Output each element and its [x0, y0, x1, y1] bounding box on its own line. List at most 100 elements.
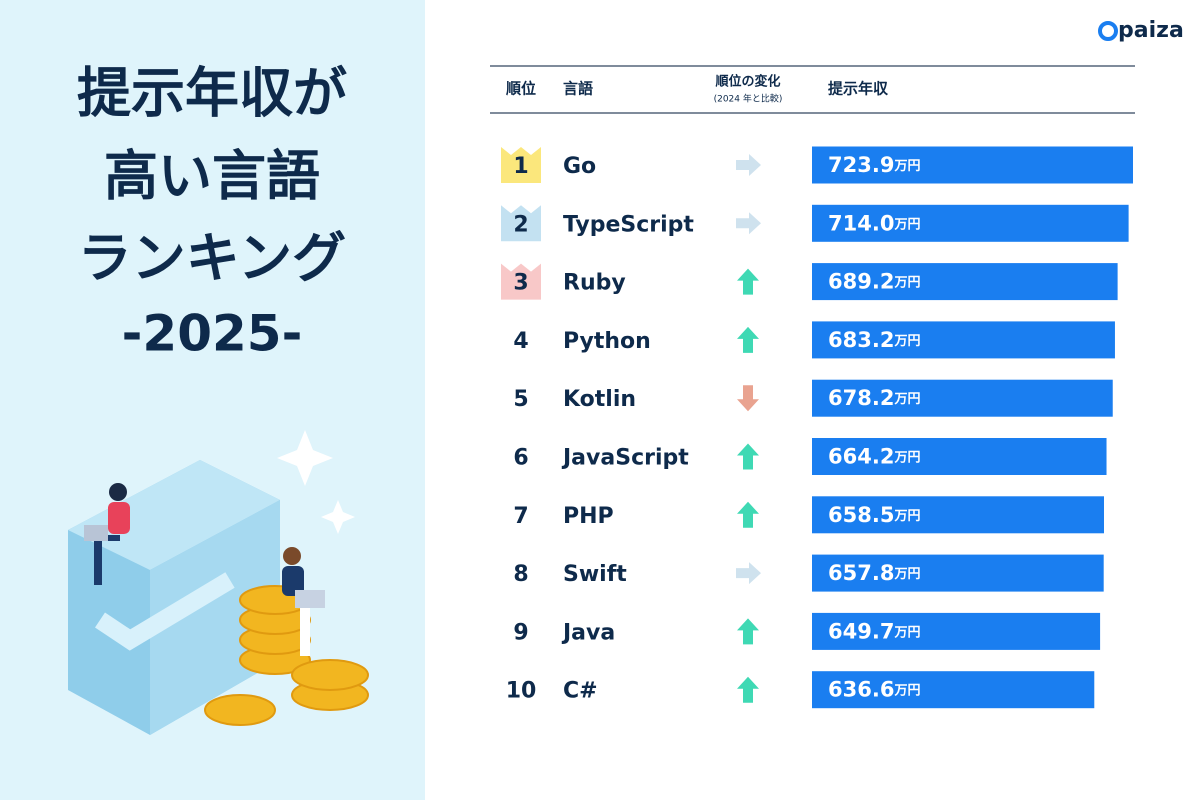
- change-arrow: [737, 443, 759, 470]
- salary-unit: 万円: [893, 508, 920, 523]
- rank: 2: [513, 212, 528, 237]
- table-row: 10 C# 636.6万円: [506, 671, 1095, 709]
- salary-unit: 万円: [893, 567, 920, 582]
- header-cell: 順位の変化: [715, 74, 780, 90]
- illustration: [68, 430, 369, 735]
- salary-label: 714.0万円: [828, 211, 920, 235]
- rank-badge: [501, 263, 541, 300]
- language: Python: [563, 329, 651, 354]
- title-line: 高い言語: [104, 145, 320, 208]
- salary-value: 658.5: [828, 503, 894, 527]
- logo: paiza: [1098, 18, 1184, 43]
- header-cell: 順位: [505, 80, 536, 98]
- change-arrow: [737, 268, 759, 295]
- salary-label: 678.2万円: [828, 386, 920, 410]
- change-arrow: [737, 676, 759, 703]
- rank: 3: [513, 271, 528, 296]
- title-line: -2025-: [122, 305, 303, 363]
- salary-unit: 万円: [893, 392, 920, 407]
- salary-unit: 万円: [893, 683, 920, 698]
- rank: 8: [513, 562, 528, 587]
- language: Java: [561, 620, 615, 645]
- salary-value: 664.2: [828, 445, 894, 469]
- change-arrow: [737, 618, 759, 645]
- change-arrow: [736, 212, 761, 235]
- table-row: 7 PHP 658.5万円: [513, 496, 1104, 534]
- rank: 10: [506, 679, 537, 704]
- salary-bar: [812, 671, 1095, 709]
- table-row: 9 Java 649.7万円: [513, 612, 1101, 650]
- salary-value: 683.2: [828, 328, 894, 352]
- salary-value: 714.0: [828, 211, 894, 235]
- table-header: 順位 言語 順位の変化 (2024 年と比較) 提示年収: [505, 74, 889, 105]
- salary-bar: [812, 263, 1118, 301]
- header-cell: 提示年収: [828, 80, 889, 98]
- salary-value: 678.2: [828, 386, 894, 410]
- language: PHP: [563, 504, 614, 529]
- salary-unit: 万円: [893, 159, 920, 174]
- salary-bar: [812, 379, 1113, 417]
- salary-unit: 万円: [893, 217, 920, 232]
- rank-badge: [501, 147, 541, 183]
- table-row: 8 Swift 657.8万円: [513, 554, 1104, 592]
- language: JavaScript: [561, 446, 689, 471]
- language: Ruby: [563, 271, 626, 296]
- rank: 5: [513, 387, 528, 412]
- logo-icon: [1098, 21, 1118, 41]
- header-note: (2024 年と比較): [714, 93, 783, 105]
- title-line: ランキング: [78, 227, 346, 290]
- rank: 4: [513, 329, 528, 354]
- salary-label: 636.6万円: [828, 678, 920, 702]
- salary-value: 657.8: [828, 561, 894, 585]
- rank: 6: [513, 446, 528, 471]
- salary-label: 649.7万円: [828, 619, 920, 643]
- language: Kotlin: [563, 387, 636, 412]
- table-row: 3 Ruby 689.2万円: [501, 263, 1118, 301]
- salary-bar: [812, 496, 1104, 534]
- change-arrow: [737, 385, 759, 412]
- salary-label: 683.2万円: [828, 328, 920, 352]
- table-row: 5 Kotlin 678.2万円: [513, 379, 1113, 417]
- salary-bar: [812, 146, 1133, 184]
- header-cell: 言語: [563, 80, 593, 98]
- table-row: 6 JavaScript 664.2万円: [513, 438, 1107, 475]
- change-arrow: [736, 562, 761, 585]
- salary-label: 689.2万円: [828, 270, 920, 294]
- salary-bar: [812, 438, 1107, 475]
- rank: 9: [513, 620, 528, 645]
- salary-bar: [812, 554, 1104, 592]
- title: 提示年収が 高い言語 ランキング -2025-: [77, 62, 347, 363]
- table-row: 2 TypeScript 714.0万円: [501, 204, 1129, 242]
- change-arrow: [737, 501, 759, 528]
- salary-value: 723.9: [828, 153, 894, 177]
- language: Swift: [563, 562, 627, 587]
- salary-bar: [812, 321, 1115, 359]
- title-line: 提示年収が: [77, 62, 347, 125]
- salary-bar: [812, 204, 1129, 242]
- salary-value: 636.6: [828, 678, 894, 702]
- salary-unit: 万円: [893, 275, 920, 290]
- change-arrow: [736, 154, 761, 176]
- table-row: 1 Go 723.9万円: [501, 146, 1133, 184]
- logo-text: paiza: [1118, 18, 1184, 43]
- salary-value: 689.2: [828, 270, 894, 294]
- salary-bar: [812, 612, 1101, 650]
- change-arrow: [737, 326, 759, 353]
- language: TypeScript: [563, 212, 694, 237]
- salary-label: 657.8万円: [828, 561, 920, 585]
- rank-badge: [501, 205, 541, 242]
- salary-label: 658.5万円: [828, 503, 920, 527]
- salary-value: 649.7: [828, 619, 894, 643]
- table-row: 4 Python 683.2万円: [513, 321, 1115, 359]
- salary-unit: 万円: [893, 450, 920, 465]
- language: C#: [563, 679, 598, 704]
- language: Go: [563, 154, 596, 179]
- salary-unit: 万円: [893, 333, 920, 348]
- rank: 1: [513, 154, 528, 179]
- salary-label: 723.9万円: [828, 153, 920, 177]
- salary-label: 664.2万円: [828, 445, 920, 469]
- salary-unit: 万円: [893, 625, 920, 640]
- rank: 7: [513, 504, 528, 529]
